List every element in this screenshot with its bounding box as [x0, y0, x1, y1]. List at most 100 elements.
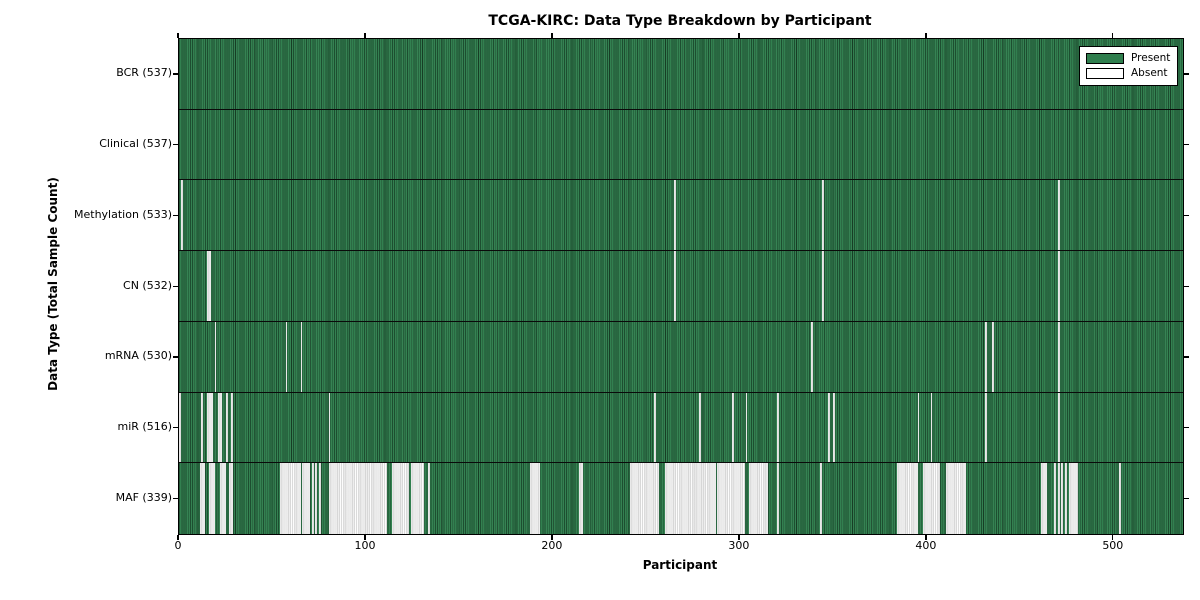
absent-segment: [745, 392, 748, 463]
absent-segment: [1068, 463, 1079, 534]
absent-swatch-icon: [1086, 68, 1124, 79]
x-tick-mark: [1112, 33, 1114, 38]
x-tick-mark: [177, 33, 179, 38]
absent-segment: [208, 463, 215, 534]
y-tick-mark: [173, 497, 178, 499]
absent-segment: [231, 392, 234, 463]
absent-segment: [674, 251, 677, 321]
absent-segment: [1053, 463, 1056, 534]
absent-segment: [749, 463, 768, 534]
absent-segment: [1061, 463, 1064, 534]
absent-segment: [992, 321, 995, 392]
absent-segment: [945, 463, 967, 534]
legend-absent-label: Absent: [1131, 67, 1168, 79]
y-tick-mark: [173, 144, 178, 146]
absent-segment: [199, 463, 206, 534]
x-tick-mark: [364, 33, 366, 38]
absent-segment: [328, 392, 331, 463]
x-tick-label-100: 100: [354, 539, 376, 552]
y-tick-mark: [173, 285, 178, 287]
y-tick-label-mrna: mRNA (530): [104, 349, 172, 363]
absent-segment: [201, 392, 204, 463]
absent-segment: [698, 392, 701, 463]
absent-segment: [410, 463, 424, 534]
data-row-methylation: [179, 180, 1183, 252]
data-row-mrna: [179, 321, 1183, 393]
absent-segment: [302, 463, 310, 534]
absent-segment: [427, 463, 430, 534]
y-tick-mark: [173, 426, 178, 429]
absent-segment: [820, 463, 823, 534]
x-axis-label: Participant: [642, 558, 718, 572]
absent-segment: [629, 463, 660, 534]
absent-segment: [923, 463, 940, 534]
absent-segment: [822, 251, 825, 321]
x-tick-mark: [925, 33, 927, 38]
absent-segment: [530, 463, 540, 534]
absent-segment: [225, 392, 228, 463]
data-row-cn: [179, 251, 1183, 322]
plot-area: [178, 38, 1184, 535]
y-tick-mark: [1183, 426, 1189, 429]
x-tick-label-400: 400: [915, 539, 937, 552]
y-tick-label-cn: CN (532): [123, 278, 172, 292]
absent-segment: [311, 463, 314, 534]
data-row-clinical: [179, 109, 1183, 181]
absent-segment: [1057, 251, 1060, 321]
absent-segment: [1119, 463, 1122, 534]
absent-segment: [579, 463, 583, 534]
absent-segment: [717, 463, 746, 534]
absent-segment: [220, 463, 226, 534]
absent-segment: [984, 392, 987, 463]
y-tick-mark: [1183, 144, 1189, 146]
absent-segment: [1065, 463, 1068, 534]
absent-segment: [777, 463, 780, 534]
absent-segment: [180, 180, 183, 251]
x-tick-mark: [925, 534, 927, 540]
x-tick-mark: [364, 534, 366, 540]
absent-segment: [984, 321, 987, 392]
absent-segment: [833, 392, 836, 463]
y-tick-label-methylation: Methylation (533): [74, 207, 172, 221]
y-tick-label-maf: MAF (339): [115, 490, 172, 504]
y-tick-mark: [173, 214, 178, 217]
x-tick-label-500: 500: [1102, 539, 1124, 552]
absent-segment: [179, 392, 181, 463]
x-tick-mark: [738, 534, 740, 540]
absent-segment: [665, 463, 716, 534]
absent-segment: [1057, 180, 1060, 251]
y-tick-mark: [1183, 73, 1189, 75]
x-tick-mark: [738, 33, 740, 38]
present-swatch-icon: [1086, 53, 1124, 64]
absent-segment: [1057, 463, 1060, 534]
absent-segment: [777, 392, 780, 463]
absent-segment: [392, 463, 409, 534]
absent-segment: [207, 392, 213, 463]
x-tick-mark: [551, 33, 553, 38]
absent-segment: [319, 463, 322, 534]
y-axis-label: Data Type (Total Sample Count): [46, 177, 60, 391]
x-tick-mark: [177, 534, 179, 540]
absent-segment: [207, 251, 211, 321]
y-tick-label-mir: miR (516): [117, 419, 173, 433]
x-tick-mark: [551, 534, 553, 540]
chart-title: TCGA-KIRC: Data Type Breakdown by Partic…: [488, 13, 872, 29]
absent-segment: [1057, 321, 1060, 392]
legend-present-label: Present: [1131, 52, 1171, 64]
legend-entry-absent: Absent: [1086, 66, 1171, 81]
absent-segment: [810, 321, 813, 392]
absent-segment: [315, 463, 318, 534]
y-tick-label-bcr: BCR (537): [116, 66, 172, 80]
absent-segment: [674, 180, 677, 251]
absent-segment: [1057, 392, 1060, 463]
y-tick-mark: [173, 356, 178, 358]
x-tick-label-200: 200: [541, 539, 563, 552]
absent-segment: [1040, 463, 1047, 534]
absent-segment: [732, 392, 735, 463]
absent-segment: [279, 463, 301, 534]
y-tick-mark: [1183, 214, 1189, 217]
absent-segment: [229, 463, 234, 534]
y-tick-mark: [1183, 497, 1189, 499]
y-tick-label-clinical: Clinical (537): [99, 137, 172, 151]
